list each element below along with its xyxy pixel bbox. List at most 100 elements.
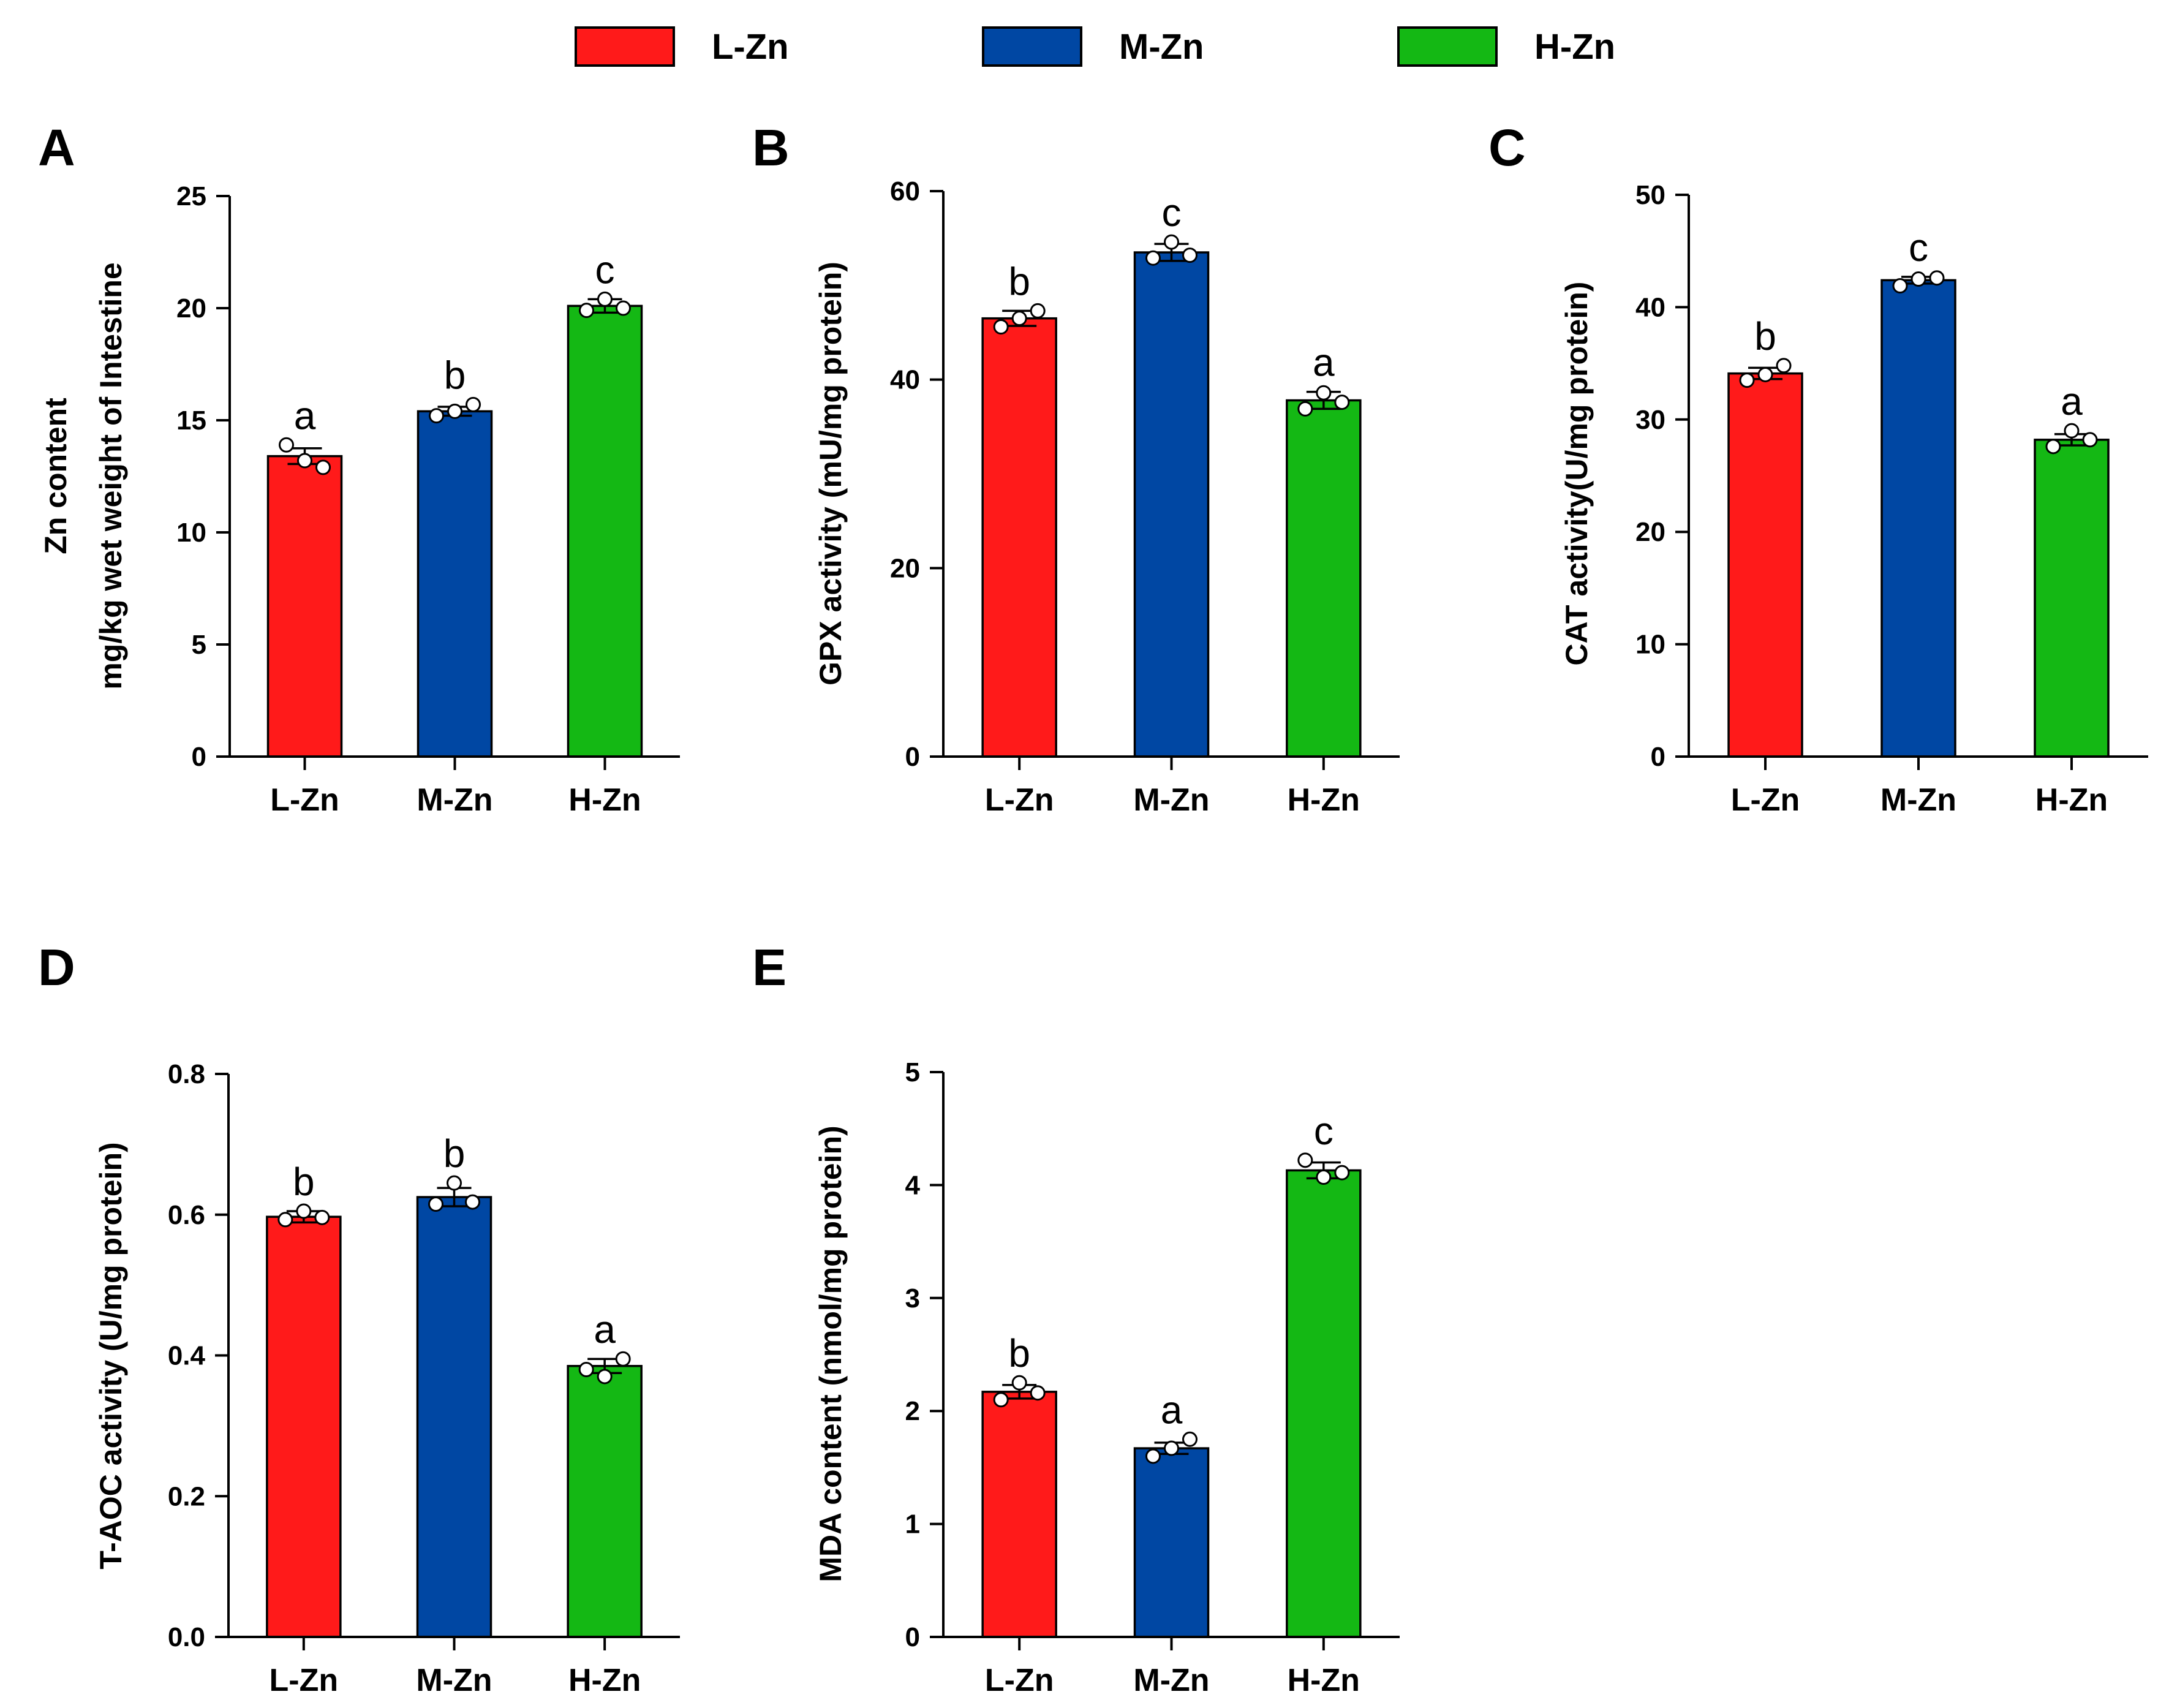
y-tick-label-b-0: 0 (905, 742, 920, 772)
data-point-a-3-1 (579, 303, 594, 319)
y-tick-label-c-3: 30 (1635, 405, 1665, 435)
bar-c-m-zn (1880, 279, 1956, 758)
data-point-e-2-2 (1164, 1440, 1179, 1456)
sig-label-b-2: c (1162, 191, 1182, 235)
data-point-d-3-2 (597, 1369, 613, 1385)
x-tick-label-d-m-zn: M-Zn (416, 1663, 492, 1698)
sig-label-c-1: b (1754, 314, 1776, 358)
x-tick-label-e-l-zn: L-Zn (985, 1663, 1054, 1698)
y-tick-label-a-1: 5 (192, 630, 206, 660)
panel-e: Eb a c 0 1 2 3 4 5 L-Zn M-Zn H-Zn MDA content (nmol/… (752, 939, 1400, 1698)
x-tick-label-c-l-zn: L-Zn (1731, 782, 1800, 818)
panel-letter-b: B (752, 119, 790, 176)
data-point-e-3-3 (1334, 1165, 1350, 1181)
data-point-a-3-3 (616, 300, 631, 316)
sig-label-a-3: c (595, 248, 615, 292)
y-axis-title-a-2: mg/kg wet weight of Intestine (94, 262, 128, 689)
panel-c: Cb c a 0 10 20 30 40 50 L-Zn M-Zn H-Zn CAT activity(… (1488, 119, 2148, 818)
legend-label-l-zn: L-Zn (712, 27, 789, 67)
sig-label-a-1: a (294, 393, 316, 437)
data-point-e-1-2 (1011, 1375, 1027, 1391)
y-tick-label-a-3: 15 (176, 406, 206, 436)
data-point-d-3-1 (578, 1361, 594, 1377)
y-axis-title-b: GPX activity (mU/mg protein) (813, 262, 848, 686)
data-point-a-1-3 (315, 459, 331, 475)
y-axis-title-c: CAT activity(U/mg protein) (1560, 282, 1594, 666)
data-point-a-2-2 (447, 403, 462, 419)
x-tick-label-b-h-zn: H-Zn (1288, 782, 1360, 818)
y-tick-label-e-2: 2 (905, 1396, 920, 1426)
y-tick-label-e-5: 5 (905, 1057, 920, 1087)
y-axis-title-d: T-AOC activity (U/mg protein) (94, 1142, 128, 1569)
data-point-c-3-2 (2064, 423, 2080, 439)
y-tick-label-e-1: 1 (905, 1510, 920, 1540)
bar-a-l-zn (266, 455, 343, 758)
data-point-d-2-1 (428, 1196, 443, 1212)
sig-label-c-2: c (1909, 225, 1928, 270)
sig-label-a-2: b (444, 353, 466, 397)
y-tick-label-e-4: 4 (905, 1170, 921, 1200)
bar-b-m-zn (1133, 251, 1210, 758)
panel-b: Bb c a 0 20 40 60 L-Zn M-Zn H-Zn GPX activity (mU/… (752, 119, 1400, 818)
sig-label-e-1: b (1008, 1331, 1030, 1375)
sig-label-d-1: b (293, 1160, 315, 1204)
panel-d: Db b a 0.0 0.2 0.4 0.6 0.8 L-Zn M-Zn H-Zn T-AOC act… (38, 939, 680, 1698)
x-tick-label-b-m-zn: M-Zn (1133, 782, 1209, 818)
bar-d-l-zn (266, 1215, 342, 1638)
legend-label-m-zn: M-Zn (1119, 27, 1204, 67)
y-tick-label-a-4: 20 (176, 293, 206, 323)
y-tick-label-a-2: 10 (176, 518, 206, 548)
y-tick-label-d-2: 0.4 (168, 1341, 206, 1371)
data-point-b-1-1 (993, 319, 1009, 335)
panel-letter-c: C (1488, 119, 1526, 176)
y-tick-label-b-1: 20 (890, 553, 920, 583)
y-tick-label-c-4: 40 (1635, 292, 1665, 322)
y-tick-label-b-2: 40 (890, 365, 920, 395)
data-point-e-1-1 (993, 1392, 1009, 1408)
sig-label-c-3: a (2061, 379, 2083, 423)
y-tick-label-e-3: 3 (905, 1283, 920, 1313)
data-point-a-1-2 (297, 453, 312, 469)
data-point-c-2-3 (1929, 270, 1945, 286)
y-tick-label-c-5: 50 (1635, 180, 1665, 210)
data-point-d-2-3 (465, 1194, 480, 1210)
y-tick-label-c-2: 20 (1635, 517, 1665, 547)
x-tick-label-e-h-zn: H-Zn (1288, 1663, 1360, 1698)
y-tick-label-d-1: 0.2 (168, 1481, 205, 1511)
data-point-b-3-2 (1316, 385, 1332, 401)
y-tick-label-c-0: 0 (1651, 742, 1665, 772)
data-point-d-2-2 (447, 1175, 462, 1191)
panel-letter-a: A (38, 119, 75, 176)
data-point-b-3-3 (1334, 395, 1350, 410)
bar-c-h-zn (2034, 439, 2110, 758)
sig-label-b-3: a (1313, 341, 1335, 385)
data-point-d-1-3 (314, 1209, 330, 1225)
bar-e-m-zn (1133, 1447, 1210, 1638)
y-tick-label-e-0: 0 (905, 1622, 920, 1652)
data-point-c-1-2 (1757, 366, 1773, 382)
y-axis-title-a-1: Zn content (39, 398, 73, 554)
bar-d-m-zn (416, 1196, 492, 1638)
data-point-e-2-1 (1145, 1448, 1161, 1464)
data-point-e-3-1 (1297, 1152, 1313, 1168)
data-point-b-1-3 (1030, 303, 1046, 319)
sig-label-d-3: a (594, 1307, 616, 1351)
panel-letter-d: D (38, 939, 75, 996)
sig-label-d-2: b (443, 1132, 466, 1176)
data-point-a-1-1 (279, 437, 294, 453)
data-point-e-3-2 (1316, 1169, 1332, 1185)
sig-label-b-1: b (1008, 259, 1030, 303)
legend-label-h-zn: H-Zn (1534, 27, 1615, 67)
legend-swatch-m-zn (982, 26, 1082, 67)
data-point-c-2-1 (1892, 278, 1908, 294)
data-point-b-1-2 (1011, 311, 1027, 327)
bar-b-l-zn (981, 317, 1057, 758)
x-tick-label-d-l-zn: L-Zn (270, 1663, 339, 1698)
bar-e-h-zn (1286, 1169, 1362, 1638)
bar-c-l-zn (1727, 372, 1803, 758)
x-tick-label-b-l-zn: L-Zn (985, 782, 1054, 818)
data-point-d-3-3 (615, 1351, 631, 1367)
bar-b-h-zn (1286, 399, 1362, 758)
